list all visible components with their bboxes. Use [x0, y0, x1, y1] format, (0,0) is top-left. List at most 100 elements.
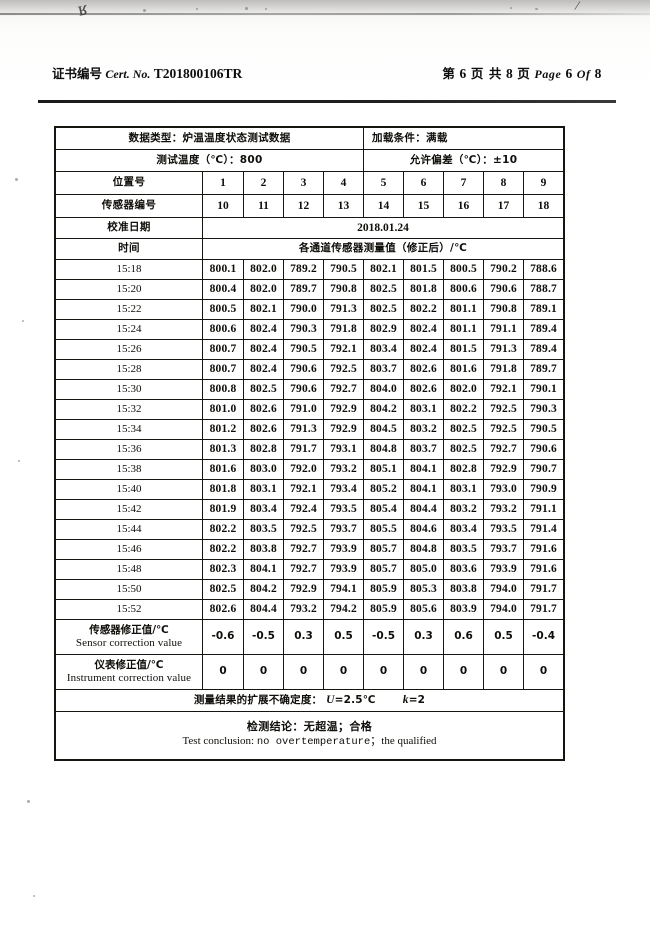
measurement-value-cell: 791.3 — [322, 299, 365, 320]
measurement-value-cell: 802.4 — [243, 339, 284, 360]
measurement-value-cell: 802.2 — [202, 519, 244, 540]
measurement-value-cell: 802.4 — [243, 319, 284, 340]
measurement-value-cell: 790.6 — [283, 359, 324, 380]
position-cell: 7 — [443, 171, 485, 195]
scan-speck — [143, 9, 146, 12]
uncertainty-u-value: =2.5℃ — [334, 694, 376, 707]
measurement-value-cell: 802.0 — [243, 259, 284, 280]
data-type-cell: 数据类型：炉温温度状态测试数据 — [54, 127, 365, 150]
measurement-value-cell: 791.6 — [523, 539, 565, 560]
measurement-value-cell: 804.2 — [243, 579, 284, 600]
measurement-value-cell: 803.4 — [363, 339, 405, 360]
page-current-cn: 6 — [459, 66, 467, 81]
measurement-value-cell: 791.0 — [283, 399, 324, 420]
measurement-value-cell: 790.9 — [523, 479, 565, 500]
measurement-value-cell: 802.6 — [202, 599, 244, 620]
measurement-value-cell: 790.6 — [483, 279, 525, 300]
measurement-value-cell: 792.0 — [283, 459, 324, 480]
page-header: 证书编号 Cert. No. T201800106TR 第 6 页 共 8 页 … — [52, 63, 602, 82]
position-cell: 2 — [243, 171, 284, 195]
measurement-time-cell: 15:24 — [55, 319, 203, 340]
measurement-value-cell: 789.2 — [283, 259, 324, 280]
uncertainty-prefix: 测量结果的扩展不确定度： — [193, 694, 323, 707]
measurement-value-cell: 791.4 — [523, 519, 565, 540]
sensor-number-cell: 12 — [283, 194, 324, 218]
table-row-sensor-correction: 传感器修正值/℃ Sensor correction value -0.6 -0… — [55, 619, 565, 655]
scan-speck — [510, 7, 512, 9]
cert-number: T201800106TR — [153, 66, 243, 81]
measurement-value-cell: 805.5 — [363, 519, 405, 540]
scan-speck — [18, 460, 20, 462]
measurement-value-cell: 800.7 — [202, 359, 244, 380]
measurement-value-cell: 803.2 — [443, 499, 485, 520]
sensor-correction-cell: 0.6 — [443, 619, 485, 655]
measurement-value-cell: 805.1 — [363, 459, 405, 480]
sensor-label-cell: 传感器编号 — [55, 194, 203, 218]
measurement-value-cell: 790.2 — [483, 259, 525, 280]
measurement-value-cell: 805.2 — [363, 479, 405, 500]
uncertainty-u-symbol: U — [326, 694, 335, 707]
measurement-value-cell: 791.7 — [283, 439, 324, 460]
measurement-value-cell: 802.4 — [243, 359, 284, 380]
table-row-measurement: 15:32 801.0 802.6 791.0 792.9 804.2 803.1 802.2… — [55, 399, 565, 420]
measurement-value-cell: 804.5 — [363, 419, 405, 440]
measurement-value-cell: 790.7 — [523, 459, 565, 480]
table-row-calibration-date: 校准日期 2018.01.24 — [55, 217, 565, 239]
measurement-time-cell: 15:46 — [55, 539, 203, 560]
measurement-value-cell: 805.7 — [363, 559, 405, 580]
sensor-correction-cell: -0.5 — [363, 619, 405, 655]
table-row-measurement: 15:34 801.2 802.6 791.3 792.9 804.5 803.2 802.5… — [55, 419, 565, 440]
position-label-cell: 位置号 — [55, 171, 203, 195]
scan-speck — [196, 8, 198, 10]
page-label-en: Page — [534, 67, 562, 81]
sensor-number-cell: 17 — [483, 194, 525, 218]
measurement-value-cell: 802.5 — [443, 439, 485, 460]
page-cn-suffix: 页 — [517, 66, 531, 81]
measurement-value-cell: 805.6 — [403, 599, 445, 620]
scan-speck — [245, 7, 248, 10]
table-row-position: 位置号 1 2 3 4 5 6 7 8 9 — [55, 171, 565, 195]
measurement-value-cell: 791.1 — [483, 319, 525, 340]
scan-speck — [535, 8, 538, 10]
measurement-value-cell: 805.9 — [363, 579, 405, 600]
calibration-date-label-cell: 校准日期 — [55, 217, 203, 239]
scan-speck — [15, 178, 18, 181]
table-row-data-type: 数据类型：炉温温度状态测试数据 加载条件：满载 — [54, 127, 565, 150]
allowed-deviation-cell: 允许偏差（℃）：±10 — [363, 149, 565, 172]
uncertainty-k-value: =2 — [408, 694, 426, 707]
measurement-value-cell: 804.8 — [403, 539, 445, 560]
position-cell: 3 — [283, 171, 324, 195]
measurement-value-cell: 802.8 — [443, 459, 485, 480]
measurement-value-cell: 791.8 — [483, 359, 525, 380]
measurement-value-cell: 793.2 — [322, 459, 365, 480]
position-cell: 9 — [523, 171, 565, 195]
measurement-value-cell: 793.2 — [483, 499, 525, 520]
measurement-value-cell: 788.7 — [523, 279, 565, 300]
sensor-correction-label-cell: 传感器修正值/℃ Sensor correction value — [55, 619, 203, 655]
measurement-value-cell: 790.3 — [283, 319, 324, 340]
conclusion-en-prefix: Test conclusion: — [182, 735, 257, 748]
sensor-number-cell: 16 — [443, 194, 485, 218]
cert-label-en: Cert. No. — [105, 67, 151, 81]
measurement-value-cell: 790.5 — [322, 259, 365, 280]
sensor-number-cell: 10 — [202, 194, 244, 218]
page-of-en: Of — [576, 67, 591, 81]
measurement-value-cell: 789.7 — [523, 359, 565, 380]
measurement-value-cell: 804.8 — [363, 439, 405, 460]
measurement-value-cell: 804.6 — [403, 519, 445, 540]
measurement-value-cell: 791.6 — [523, 559, 565, 580]
measurement-value-cell: 802.0 — [243, 279, 284, 300]
measurement-value-cell: 802.1 — [243, 299, 284, 320]
measurement-value-cell: 802.6 — [243, 419, 284, 440]
measurement-value-cell: 792.4 — [283, 499, 324, 520]
measurement-value-cell: 804.4 — [243, 599, 284, 620]
scan-speck — [265, 8, 267, 10]
measurement-value-cell: 788.6 — [523, 259, 565, 280]
conclusion-en: Test conclusion: no overtemperature；the … — [56, 735, 563, 749]
measurement-value-cell: 804.1 — [403, 479, 445, 500]
instrument-correction-cell: 0 — [443, 654, 485, 690]
sensor-number-cell: 14 — [363, 194, 405, 218]
table-row-measurement: 15:46 802.2 803.8 792.7 793.9 805.7 804.8 803.5… — [55, 539, 565, 560]
measurement-value-cell: 803.2 — [403, 419, 445, 440]
measurement-value-cell: 800.5 — [202, 299, 244, 320]
